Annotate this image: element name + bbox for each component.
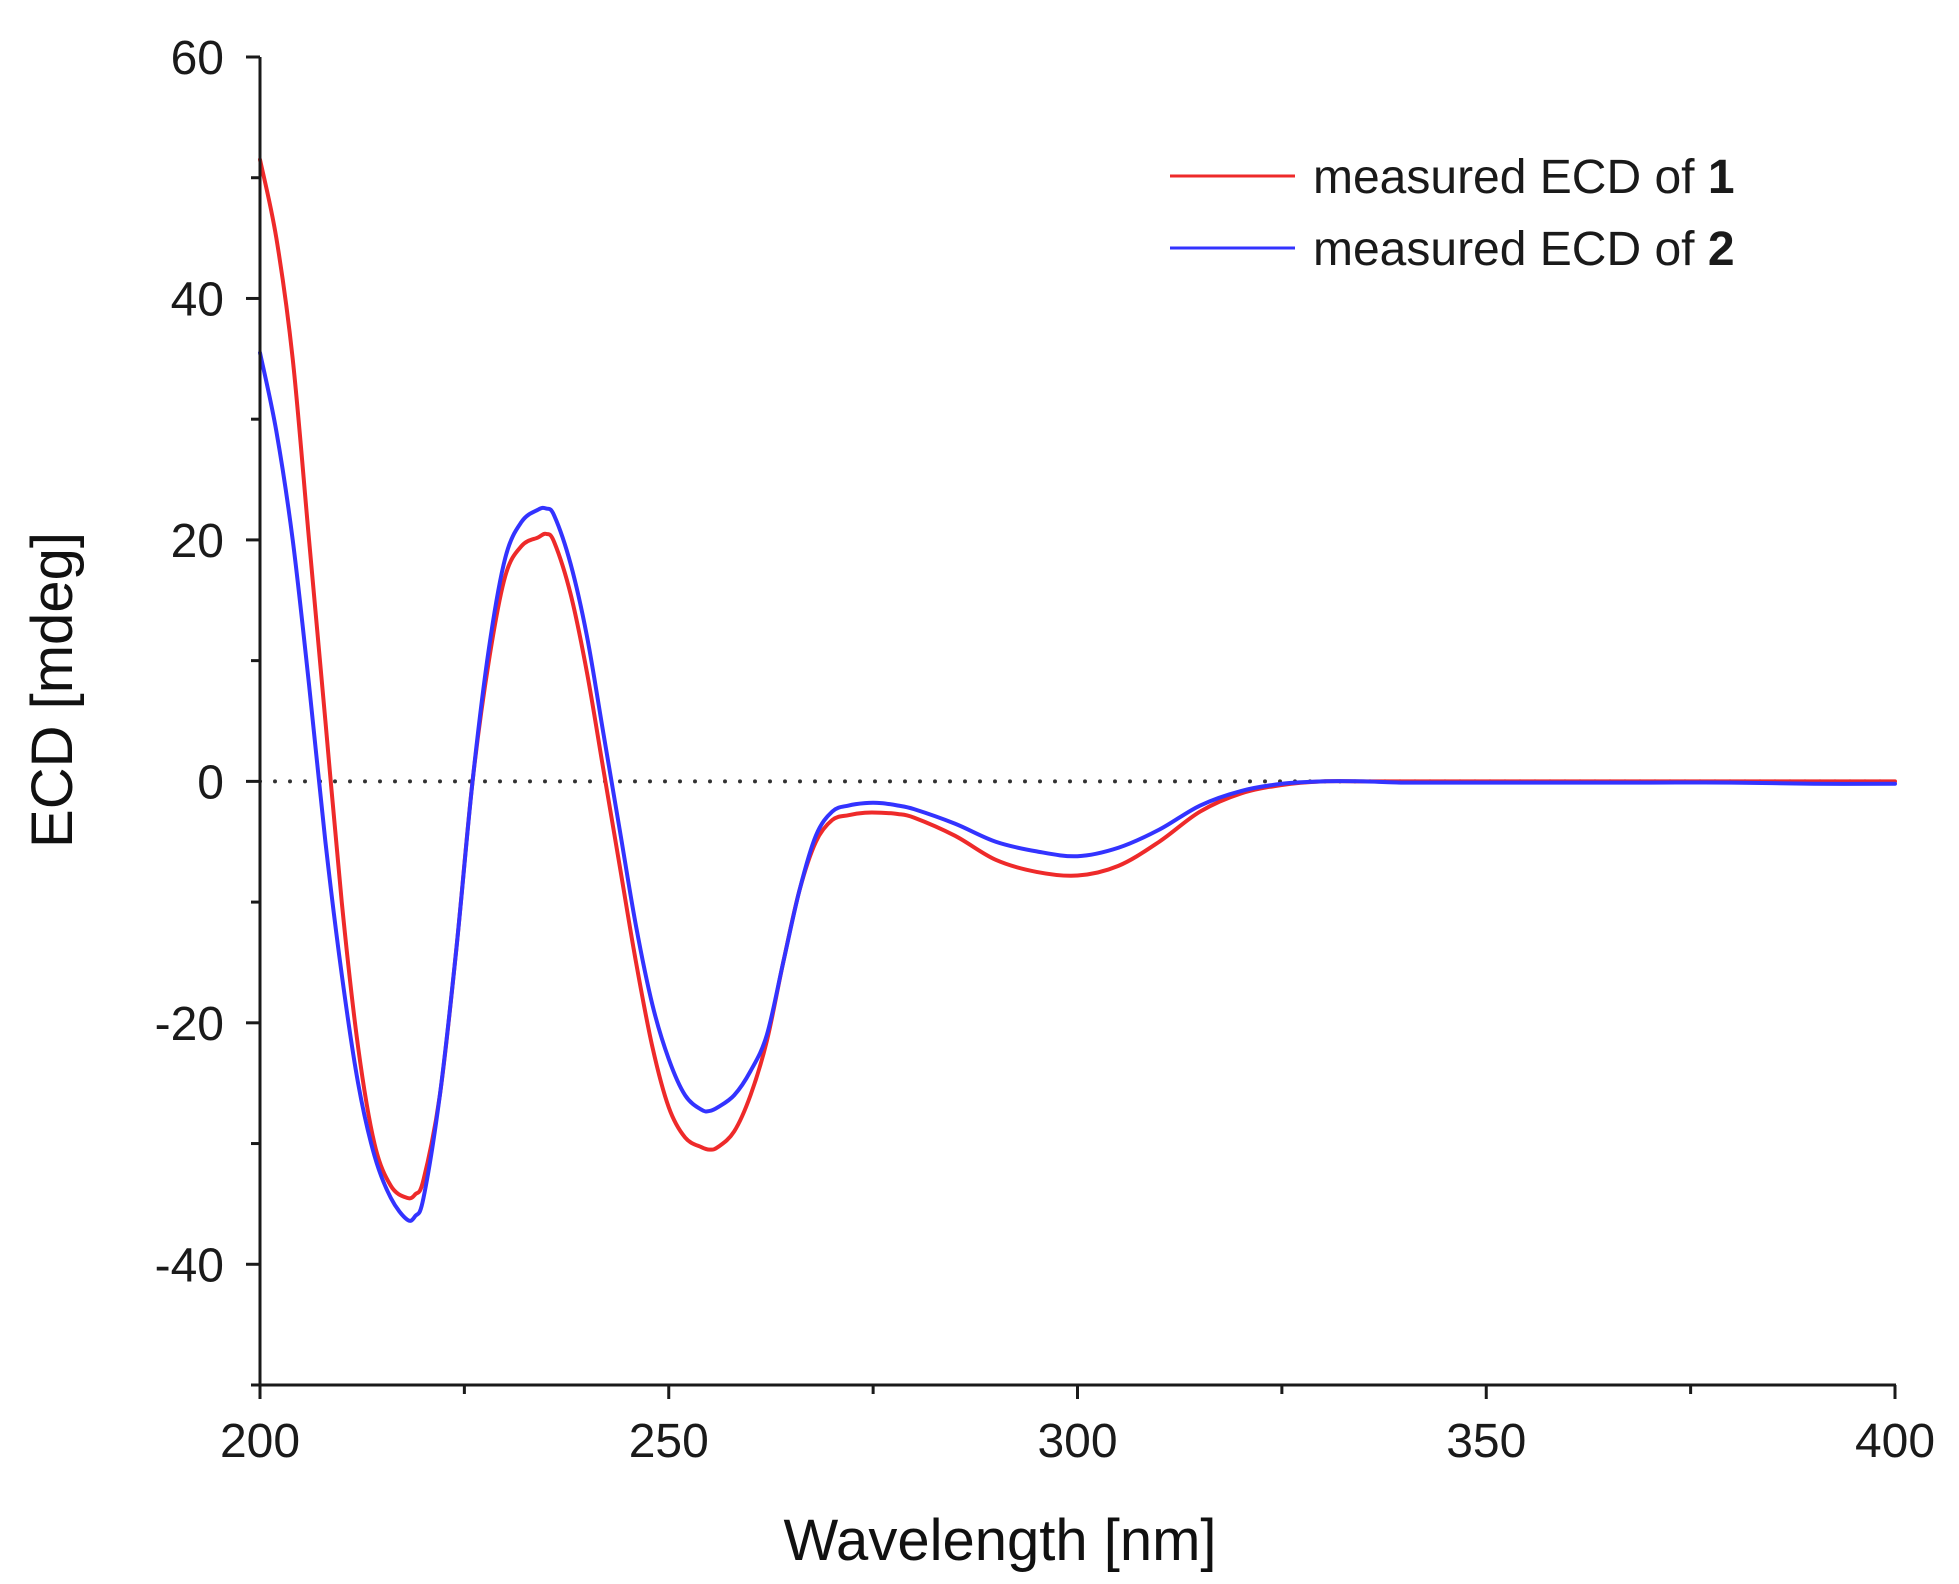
y-tick-label: 0 bbox=[197, 756, 224, 809]
legend-label-series-2: measured ECD of 2 bbox=[1313, 223, 1735, 276]
y-tick-label: 60 bbox=[171, 32, 224, 85]
y-axis-title: ECD [mdeg] bbox=[20, 532, 85, 848]
x-axis-title: Wavelength [nm] bbox=[783, 1508, 1216, 1573]
series-layer bbox=[258, 157, 1897, 1223]
x-tick-label: 300 bbox=[1037, 1415, 1117, 1468]
series-line-1 bbox=[258, 157, 1897, 1201]
x-tick-label: 250 bbox=[629, 1415, 709, 1468]
y-tick-label: -40 bbox=[155, 1239, 224, 1292]
y-tick-label: 20 bbox=[171, 515, 224, 568]
y-tick-label: 40 bbox=[171, 273, 224, 326]
x-tick-label: 200 bbox=[220, 1415, 300, 1468]
axis-labels: Wavelength [nm] ECD [mdeg] bbox=[20, 532, 1217, 1573]
x-tick-label: 400 bbox=[1855, 1415, 1935, 1468]
ticks: 200 250 300 350 400 -40 -20 0 20 40 60 bbox=[155, 32, 1935, 1468]
series-line-2 bbox=[258, 350, 1897, 1223]
legend: measured ECD of 1 measured ECD of 2 bbox=[1170, 151, 1735, 276]
legend-label-series-1: measured ECD of 1 bbox=[1313, 151, 1735, 204]
x-tick-label: 350 bbox=[1446, 1415, 1526, 1468]
y-tick-label: -20 bbox=[155, 998, 224, 1051]
